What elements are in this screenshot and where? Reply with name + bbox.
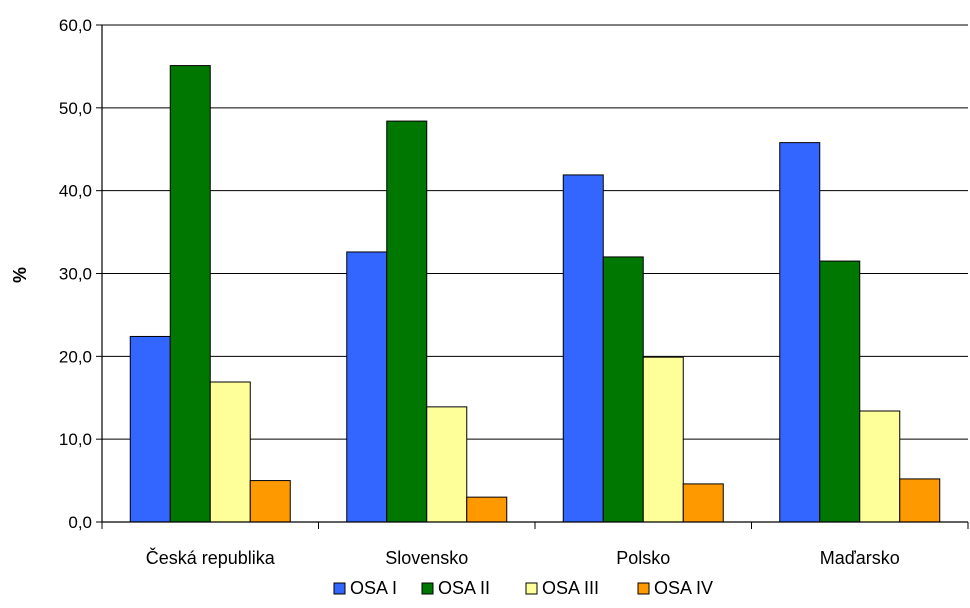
bar-osa-iv bbox=[466, 496, 508, 523]
y-tick-label: 60,0 bbox=[59, 16, 92, 35]
y-tick-label: 50,0 bbox=[59, 99, 92, 118]
x-axis-ticks: Česká republika Slovensko Polsko Maďarsko bbox=[101, 522, 969, 568]
bar-osa-iv bbox=[249, 480, 291, 523]
bar-osa-ii bbox=[169, 65, 211, 523]
legend-swatch bbox=[525, 582, 538, 595]
x-category-label: Maďarsko bbox=[820, 548, 900, 568]
bar-osa-iii bbox=[209, 381, 251, 523]
bar-osa-i bbox=[779, 142, 821, 523]
x-category-label: Česká republika bbox=[146, 547, 276, 568]
legend-label: OSA II bbox=[438, 578, 490, 598]
bar-osa-ii bbox=[602, 256, 644, 523]
y-tick-label: 40,0 bbox=[59, 182, 92, 201]
y-tick-label: 10,0 bbox=[59, 430, 92, 449]
x-category-label: Polsko bbox=[616, 548, 670, 568]
legend-swatch bbox=[421, 582, 434, 595]
bars bbox=[129, 65, 941, 523]
bar-osa-i bbox=[562, 174, 604, 523]
bar-osa-ii bbox=[819, 260, 861, 523]
bar-osa-iii bbox=[859, 410, 901, 523]
bar-osa-i bbox=[129, 335, 171, 523]
bar-osa-ii bbox=[386, 120, 428, 523]
legend-label: OSA III bbox=[542, 578, 599, 598]
x-category-label: Slovensko bbox=[385, 548, 468, 568]
bar-osa-i bbox=[346, 251, 388, 523]
bar-osa-iii bbox=[426, 406, 468, 523]
bar-osa-iii bbox=[642, 356, 684, 523]
legend-label: OSA I bbox=[350, 578, 397, 598]
legend-swatch bbox=[637, 582, 650, 595]
y-tick-label: 20,0 bbox=[59, 347, 92, 366]
legend-label: OSA IV bbox=[654, 578, 713, 598]
y-tick-label: 0,0 bbox=[68, 513, 92, 532]
bar-osa-iv bbox=[899, 478, 941, 523]
legend: OSA I OSA II OSA III OSA IV bbox=[333, 578, 713, 598]
y-axis-label: % bbox=[10, 267, 30, 283]
y-axis-ticks: 0,0 10,0 20,0 30,0 40,0 50,0 60,0 bbox=[59, 16, 102, 532]
bar-osa-iv bbox=[682, 483, 724, 523]
legend-swatch bbox=[333, 582, 346, 595]
y-tick-label: 30,0 bbox=[59, 265, 92, 284]
